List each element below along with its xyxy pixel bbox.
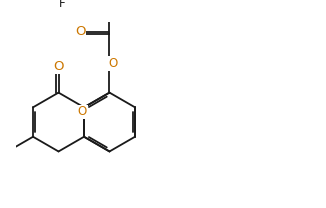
Text: O: O	[78, 105, 87, 119]
Text: F: F	[59, 0, 66, 10]
Text: O: O	[53, 60, 64, 73]
Text: O: O	[109, 57, 118, 70]
Text: O: O	[75, 25, 85, 38]
